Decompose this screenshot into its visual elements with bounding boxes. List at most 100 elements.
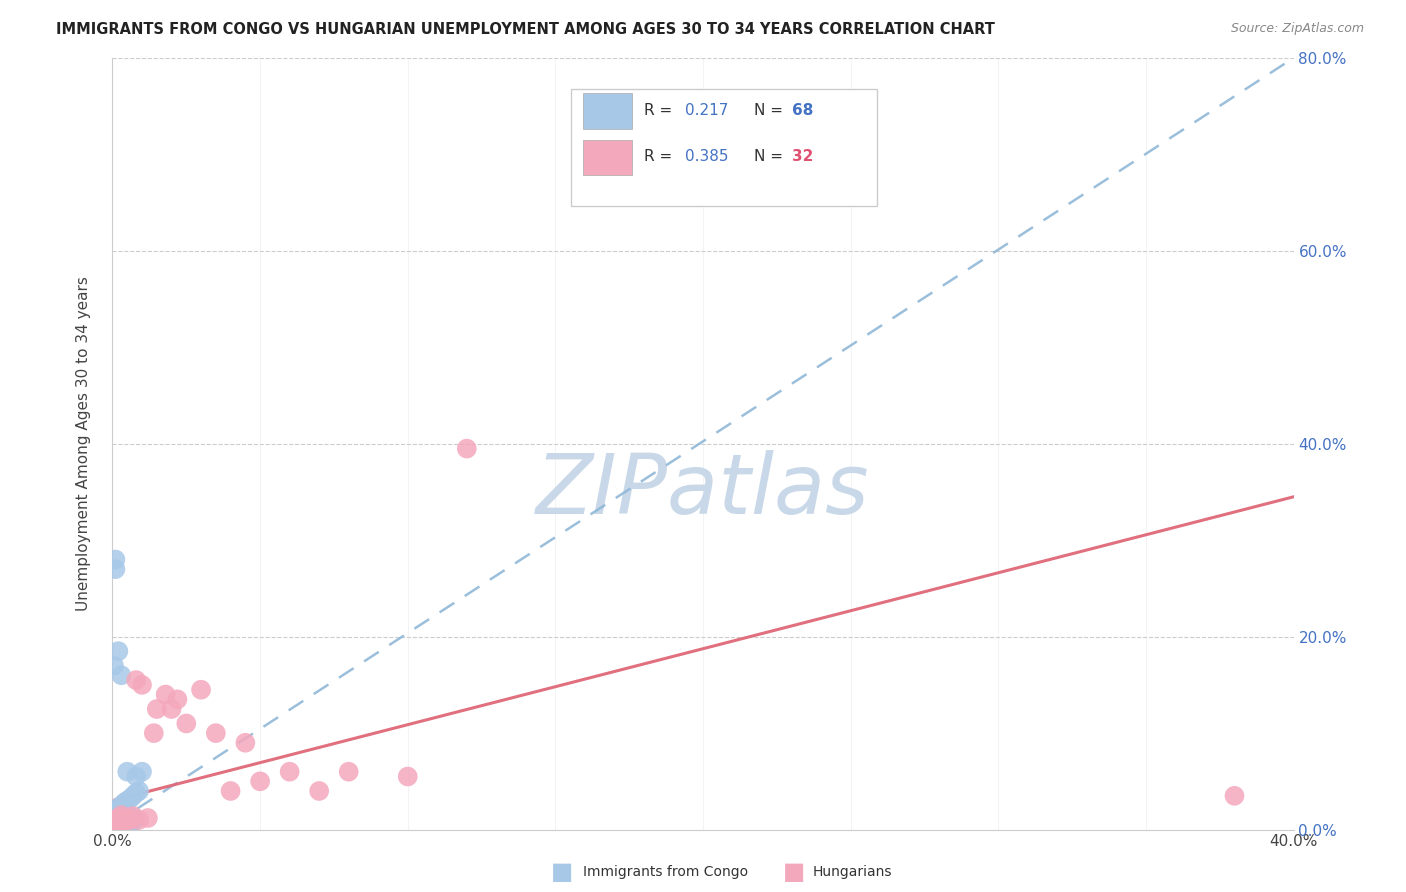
Point — [104, 819, 127, 833]
Point — [117, 811, 138, 825]
Text: Source: ZipAtlas.com: Source: ZipAtlas.com — [1230, 22, 1364, 36]
Point — [110, 818, 132, 832]
Point — [839, 137, 862, 152]
Point — [112, 815, 135, 830]
Point — [110, 817, 132, 831]
Point — [120, 812, 142, 826]
Point — [107, 815, 129, 830]
Point — [142, 726, 165, 740]
Point — [125, 770, 148, 784]
Text: R =: R = — [644, 149, 678, 164]
Point — [104, 817, 127, 831]
Point — [107, 811, 129, 825]
Point — [112, 819, 135, 833]
Point — [104, 820, 127, 834]
Point — [117, 764, 138, 779]
Point — [104, 562, 127, 576]
Point — [114, 815, 136, 830]
Point — [117, 817, 138, 831]
Text: 32: 32 — [792, 149, 813, 164]
Point — [108, 819, 131, 833]
Point — [107, 644, 129, 658]
Point — [136, 811, 159, 825]
Point — [104, 818, 127, 832]
Point — [456, 442, 478, 456]
Point — [111, 817, 134, 831]
Text: N =: N = — [754, 103, 787, 118]
Point — [107, 820, 129, 834]
Point — [103, 658, 125, 673]
Point — [112, 818, 135, 832]
Point — [1223, 789, 1246, 803]
Point — [131, 678, 153, 692]
Point — [337, 764, 360, 779]
Point — [117, 794, 138, 808]
Text: Immigrants from Congo: Immigrants from Congo — [583, 865, 748, 880]
FancyBboxPatch shape — [582, 94, 633, 129]
Point — [111, 818, 134, 832]
Point — [110, 811, 132, 825]
Point — [104, 552, 127, 566]
Point — [278, 764, 301, 779]
Point — [160, 702, 183, 716]
Point — [107, 818, 129, 832]
Point — [308, 784, 330, 798]
Text: ■: ■ — [783, 861, 806, 884]
FancyBboxPatch shape — [582, 140, 633, 175]
Point — [112, 814, 135, 828]
Point — [103, 820, 125, 834]
Point — [104, 818, 127, 832]
Point — [125, 673, 148, 687]
Point — [131, 764, 153, 779]
Point — [112, 809, 135, 823]
Point — [107, 803, 129, 817]
Point — [117, 807, 138, 822]
Text: 0.217: 0.217 — [685, 103, 728, 118]
Point — [174, 716, 197, 731]
Point — [110, 813, 132, 827]
Text: N =: N = — [754, 149, 787, 164]
Point — [110, 668, 132, 682]
Point — [104, 805, 127, 820]
Point — [120, 791, 142, 805]
Text: ■: ■ — [551, 861, 574, 884]
Point — [111, 815, 134, 830]
Point — [110, 798, 132, 813]
Point — [105, 817, 128, 831]
Text: Hungarians: Hungarians — [813, 865, 893, 880]
Point — [103, 819, 125, 833]
Point — [120, 813, 142, 827]
Point — [104, 814, 127, 829]
FancyBboxPatch shape — [571, 89, 876, 206]
Point — [117, 813, 138, 827]
Text: R =: R = — [644, 103, 678, 118]
Point — [103, 818, 125, 832]
Point — [128, 813, 150, 827]
Point — [110, 814, 132, 829]
Text: IMMIGRANTS FROM CONGO VS HUNGARIAN UNEMPLOYMENT AMONG AGES 30 TO 34 YEARS CORREL: IMMIGRANTS FROM CONGO VS HUNGARIAN UNEMP… — [56, 22, 995, 37]
Point — [107, 818, 129, 832]
Point — [108, 814, 131, 829]
Point — [122, 789, 145, 803]
Point — [233, 736, 256, 750]
Text: 0.385: 0.385 — [685, 149, 728, 164]
Point — [219, 784, 242, 798]
Point — [396, 770, 419, 784]
Point — [120, 819, 142, 833]
Point — [110, 808, 132, 822]
Point — [105, 801, 128, 815]
Point — [114, 817, 136, 831]
Point — [105, 815, 128, 830]
Point — [105, 818, 128, 832]
Point — [249, 774, 271, 789]
Point — [112, 814, 135, 829]
Point — [107, 815, 129, 830]
Point — [122, 814, 145, 829]
Point — [205, 726, 228, 740]
Point — [122, 809, 145, 823]
Point — [122, 810, 145, 824]
Point — [112, 820, 135, 834]
Point — [107, 819, 129, 833]
Point — [105, 819, 128, 833]
Point — [110, 820, 132, 834]
